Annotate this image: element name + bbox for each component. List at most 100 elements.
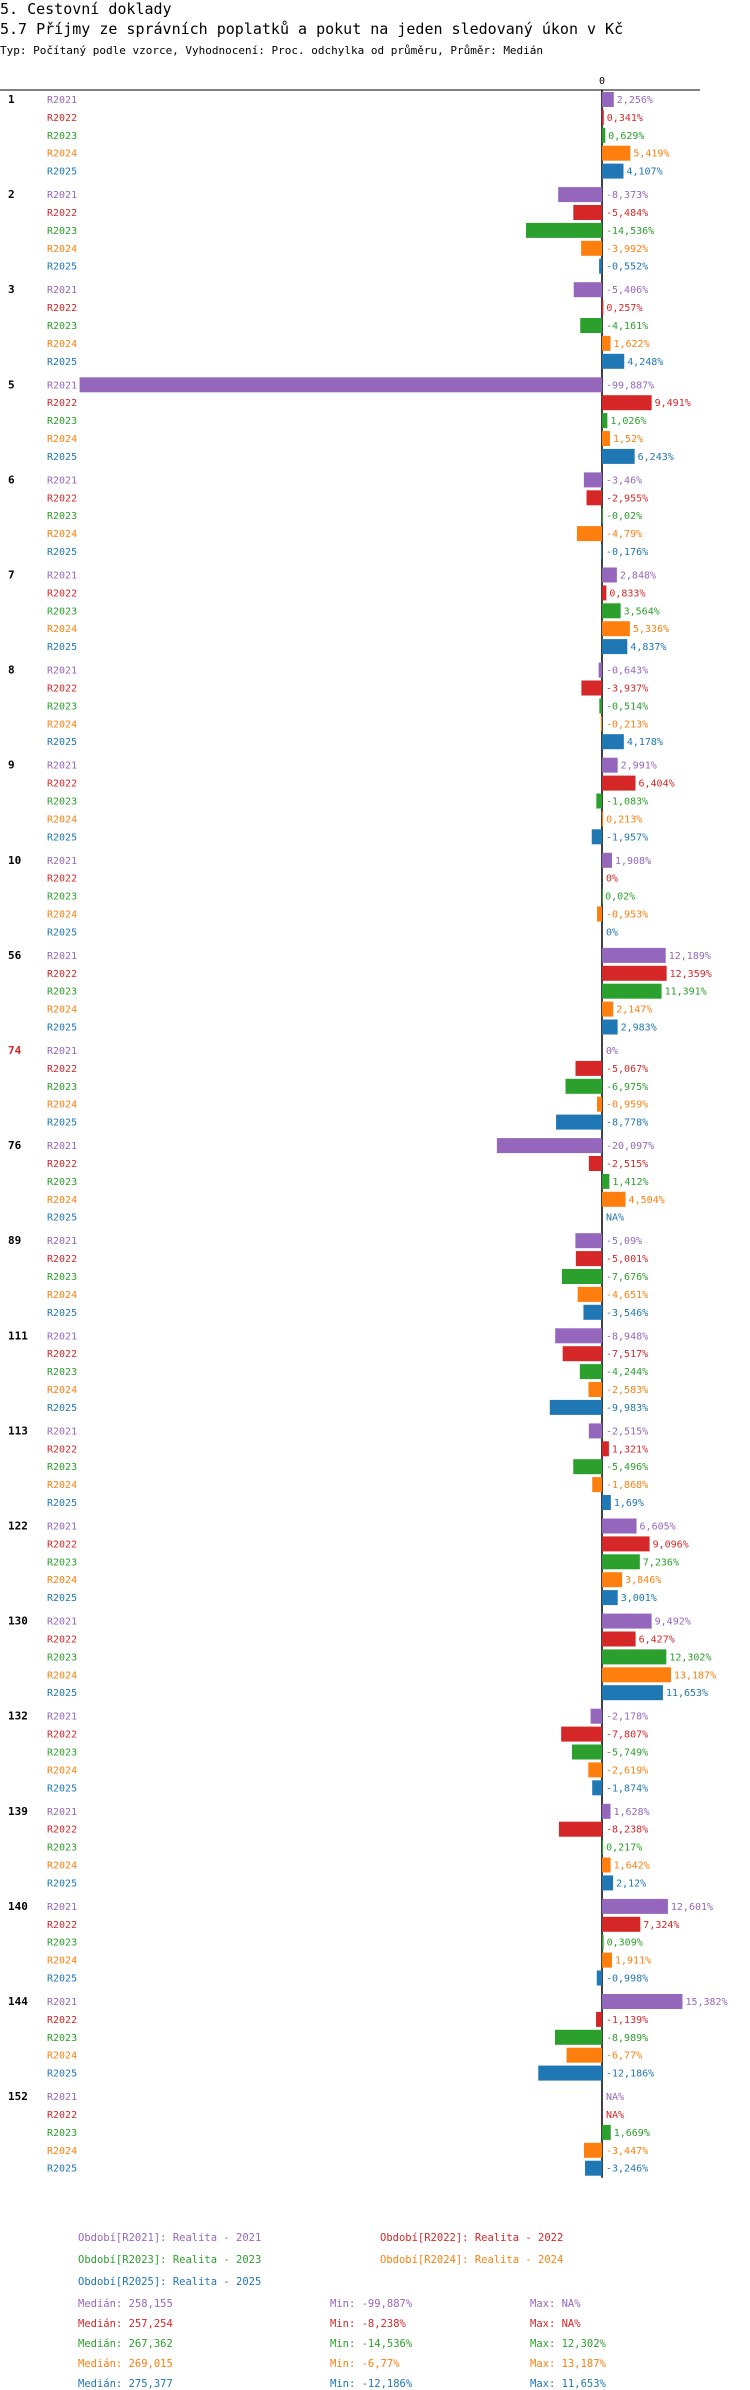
- data-label: -20,097%: [606, 1141, 654, 1152]
- group-label: 122: [8, 1520, 28, 1533]
- group-label: 56: [8, 949, 22, 962]
- bar: [549, 1399, 602, 1415]
- group-label: 152: [8, 2090, 28, 2103]
- bar: [588, 1382, 602, 1397]
- bar: [602, 1001, 614, 1017]
- series-label: R2022: [47, 1635, 77, 1646]
- data-label: -6,77%: [606, 2051, 642, 2062]
- series-label: R2024: [47, 1385, 77, 1396]
- data-label: -8,373%: [606, 190, 648, 201]
- group-label: 89: [8, 1234, 21, 1247]
- bar: [602, 109, 604, 125]
- series-label: R2025: [47, 1498, 77, 1509]
- group-label: 3: [8, 283, 15, 296]
- data-label: -8,989%: [606, 2033, 648, 2044]
- series-label: R2021: [47, 1902, 77, 1913]
- data-label: NA%: [606, 2110, 624, 2121]
- data-label: 4,178%: [627, 737, 663, 748]
- series-label: R2025: [47, 547, 77, 558]
- series-label: R2021: [47, 1712, 77, 1723]
- series-label: R2021: [47, 1046, 77, 1057]
- data-label: -1,957%: [606, 832, 648, 843]
- data-label: 6,404%: [638, 779, 674, 790]
- bar: [583, 2142, 602, 2158]
- series-label: R2025: [47, 452, 77, 463]
- bar: [575, 1060, 602, 1076]
- data-label: -0,176%: [606, 547, 648, 558]
- series-label: R2021: [47, 1807, 77, 1818]
- series-label: R2024: [47, 1670, 77, 1681]
- data-label: 2,848%: [620, 571, 656, 582]
- series-label: R2022: [47, 208, 77, 219]
- data-label: 4,504%: [629, 1195, 665, 1206]
- data-label: 15,382%: [685, 1997, 727, 2008]
- bar: [556, 1114, 602, 1130]
- series-label: R2022: [47, 303, 77, 314]
- series-label: R2021: [47, 951, 77, 962]
- data-label: 1,628%: [614, 1807, 650, 1818]
- series-label: R2023: [47, 701, 77, 712]
- bar: [602, 1875, 614, 1891]
- series-label: R2022: [47, 1254, 77, 1265]
- data-label: 1,69%: [614, 1498, 644, 1509]
- data-label: 0,833%: [609, 588, 645, 599]
- bar: [586, 490, 602, 506]
- bar: [602, 145, 631, 161]
- data-label: 6,605%: [640, 1522, 676, 1533]
- bar: [573, 1459, 602, 1475]
- group-label: 5: [8, 378, 15, 391]
- group-label: 2: [8, 188, 15, 201]
- series-label: R2021: [47, 285, 77, 296]
- bar: [602, 603, 621, 619]
- series-label: R2025: [47, 357, 77, 368]
- bar: [573, 205, 602, 220]
- bar: [597, 906, 602, 922]
- series-label: R2021: [47, 1236, 77, 1247]
- data-label: 12,601%: [671, 1902, 713, 1913]
- series-label: R2024: [47, 244, 77, 255]
- series-label: R2022: [47, 398, 77, 409]
- data-label: 0%: [606, 1046, 618, 1057]
- series-label: R2024: [47, 1575, 77, 1586]
- series-label: R2022: [47, 2015, 77, 2026]
- bar: [583, 1304, 602, 1320]
- data-label: 1,52%: [613, 434, 643, 445]
- bar: [602, 1857, 611, 1873]
- series-label: R2023: [47, 226, 77, 237]
- data-label: 12,189%: [669, 951, 711, 962]
- legend-median: Medián: 269,015: [78, 2358, 173, 2370]
- data-label: 0,217%: [606, 1843, 642, 1854]
- series-label: R2023: [47, 606, 77, 617]
- series-label: R2025: [47, 1118, 77, 1129]
- data-label: -0,552%: [606, 262, 648, 273]
- bar: [602, 734, 624, 750]
- legend-min: Min: -8,238%: [330, 2318, 406, 2330]
- bar: [602, 852, 612, 868]
- group-label: 132: [8, 1710, 28, 1723]
- data-label: 9,096%: [653, 1539, 689, 1550]
- data-label: 0,629%: [608, 131, 644, 142]
- bar: [538, 2065, 602, 2081]
- bar: [602, 1572, 623, 1588]
- bar: [602, 585, 607, 601]
- series-label: R2022: [47, 779, 77, 790]
- data-label: -0,02%: [606, 511, 642, 522]
- data-label: 5,419%: [633, 149, 669, 160]
- group-label: 8: [8, 664, 15, 677]
- series-label: R2022: [47, 1539, 77, 1550]
- series-label: R2021: [47, 761, 77, 772]
- series-label: R2023: [47, 1177, 77, 1188]
- bar: [602, 983, 662, 999]
- series-label: R2025: [47, 1783, 77, 1794]
- series-label: R2025: [47, 167, 77, 178]
- group-label: 10: [8, 854, 21, 867]
- data-label: 6,243%: [638, 452, 674, 463]
- bar: [573, 282, 602, 298]
- series-label: R2022: [47, 1444, 77, 1455]
- data-label: -4,651%: [606, 1290, 648, 1301]
- bar: [554, 2029, 602, 2045]
- bar: [596, 793, 602, 809]
- data-label: -2,955%: [606, 493, 648, 504]
- series-label: R2022: [47, 588, 77, 599]
- bar: [577, 1286, 602, 1302]
